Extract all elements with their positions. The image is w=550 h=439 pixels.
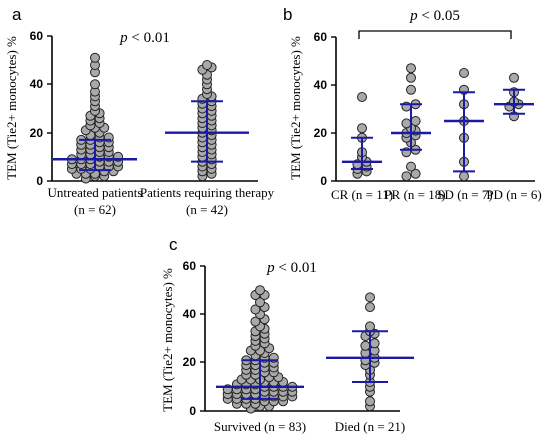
panel-a-y-tick-label: 20: [30, 126, 44, 140]
panel-a-p-value: p < 0.01: [119, 30, 170, 46]
panel-b-y-tick-label: 40: [314, 78, 328, 92]
panel-b-y-tick-label: 60: [314, 30, 328, 44]
panel-b: b p < 0.05 TEM (Tie2+ monocytes) % 0 20 …: [283, 5, 542, 202]
panel-c-category-label: Died (n = 21): [335, 419, 406, 434]
panel-c-data-point: [250, 304, 261, 315]
panel-b-category-label: PR (n = 18): [384, 187, 445, 202]
panel-b-data-point: [410, 116, 421, 126]
panel-a-marks: [53, 52, 249, 184]
panel-b-data-point: [509, 72, 519, 83]
panel-c-y-tick-label: 40: [183, 307, 197, 321]
panel-b-y-tick-label: 0: [320, 174, 327, 188]
panel-c: c p < 0.01 TEM (Tie2+ monocytes) % 0 20 …: [160, 235, 414, 434]
panel-a-label: a: [12, 5, 22, 24]
panel-a-y-axis-label: TEM (Tie2+ monocytes) %: [4, 36, 19, 180]
panel-a-n-label: (n = 42): [186, 202, 228, 217]
panel-c-y-tick-label: 0: [189, 404, 196, 418]
panel-b-data-point: [406, 84, 416, 95]
panel-c-data-point: [360, 340, 371, 351]
panel-a-y-tick-label: 0: [36, 174, 43, 188]
panel-a-axes: 0 20 40 60: [30, 29, 258, 188]
panel-b-data-point: [401, 171, 412, 182]
panel-b-data-point: [406, 63, 416, 74]
panel-c-data-point: [250, 316, 261, 327]
panel-c-y-tick-label: 60: [183, 259, 197, 273]
panel-b-data-point: [410, 168, 421, 179]
panel-b-marks: [342, 63, 534, 182]
panel-c-data-point: [365, 292, 375, 303]
panel-c-marks: [216, 285, 414, 414]
panel-b-data-point: [459, 68, 469, 78]
panel-c-data-point: [365, 302, 375, 313]
panel-b-data-point: [401, 118, 412, 129]
panel-b-y-tick-label: 20: [314, 126, 328, 140]
panel-b-data-point: [459, 171, 469, 182]
panel-c-category-label: Survived (n = 83): [214, 419, 306, 434]
panel-c-axes: 0 20 40 60: [183, 259, 400, 418]
panel-a-data-point: [202, 60, 212, 70]
panel-c-data-point: [365, 396, 375, 407]
panel-a-category-label: Untreated patients: [48, 185, 143, 200]
panel-a-data-point: [90, 79, 100, 90]
panel-c-data-point: [255, 297, 265, 308]
panel-b-category-label: CR (n = 11): [331, 187, 393, 202]
panel-c-data-point: [365, 321, 375, 332]
panel-c-y-tick-label: 20: [183, 355, 197, 369]
panel-a-category-label: Patients requiring therapy: [140, 185, 275, 200]
panel-b-category-label: PD (n = 6): [486, 187, 541, 202]
panel-c-data-point: [255, 285, 265, 296]
panel-b-y-axis-label: TEM (Tie2+ monocytes) %: [288, 36, 303, 180]
panel-c-y-axis-label: TEM (Tie2+ monocytes) %: [160, 268, 175, 412]
panel-a: a p < 0.01 TEM (Tie2+ monocytes) % 0 20 …: [4, 5, 275, 217]
panel-b-data-point: [357, 123, 367, 134]
panel-a-n-label: (n = 62): [74, 202, 116, 217]
panel-b-label: b: [283, 5, 292, 24]
panel-b-significance-bracket: [358, 30, 512, 39]
panel-c-p-value: p < 0.01: [266, 260, 317, 276]
panel-a-data-point: [90, 52, 100, 63]
panel-b-data-point: [406, 161, 416, 172]
panel-c-label: c: [169, 235, 178, 254]
panel-a-y-tick-label: 60: [30, 29, 44, 43]
panel-b-category-label: SD (n = 7): [437, 187, 492, 202]
panel-b-data-point: [357, 92, 367, 102]
panel-b-data-point: [406, 72, 416, 83]
panel-b-p-value: p < 0.05: [409, 8, 460, 24]
panel-a-y-tick-label: 40: [30, 77, 44, 91]
panel-c-data-point: [369, 338, 380, 349]
panel-b-axes: 0 20 40 60: [314, 30, 535, 188]
